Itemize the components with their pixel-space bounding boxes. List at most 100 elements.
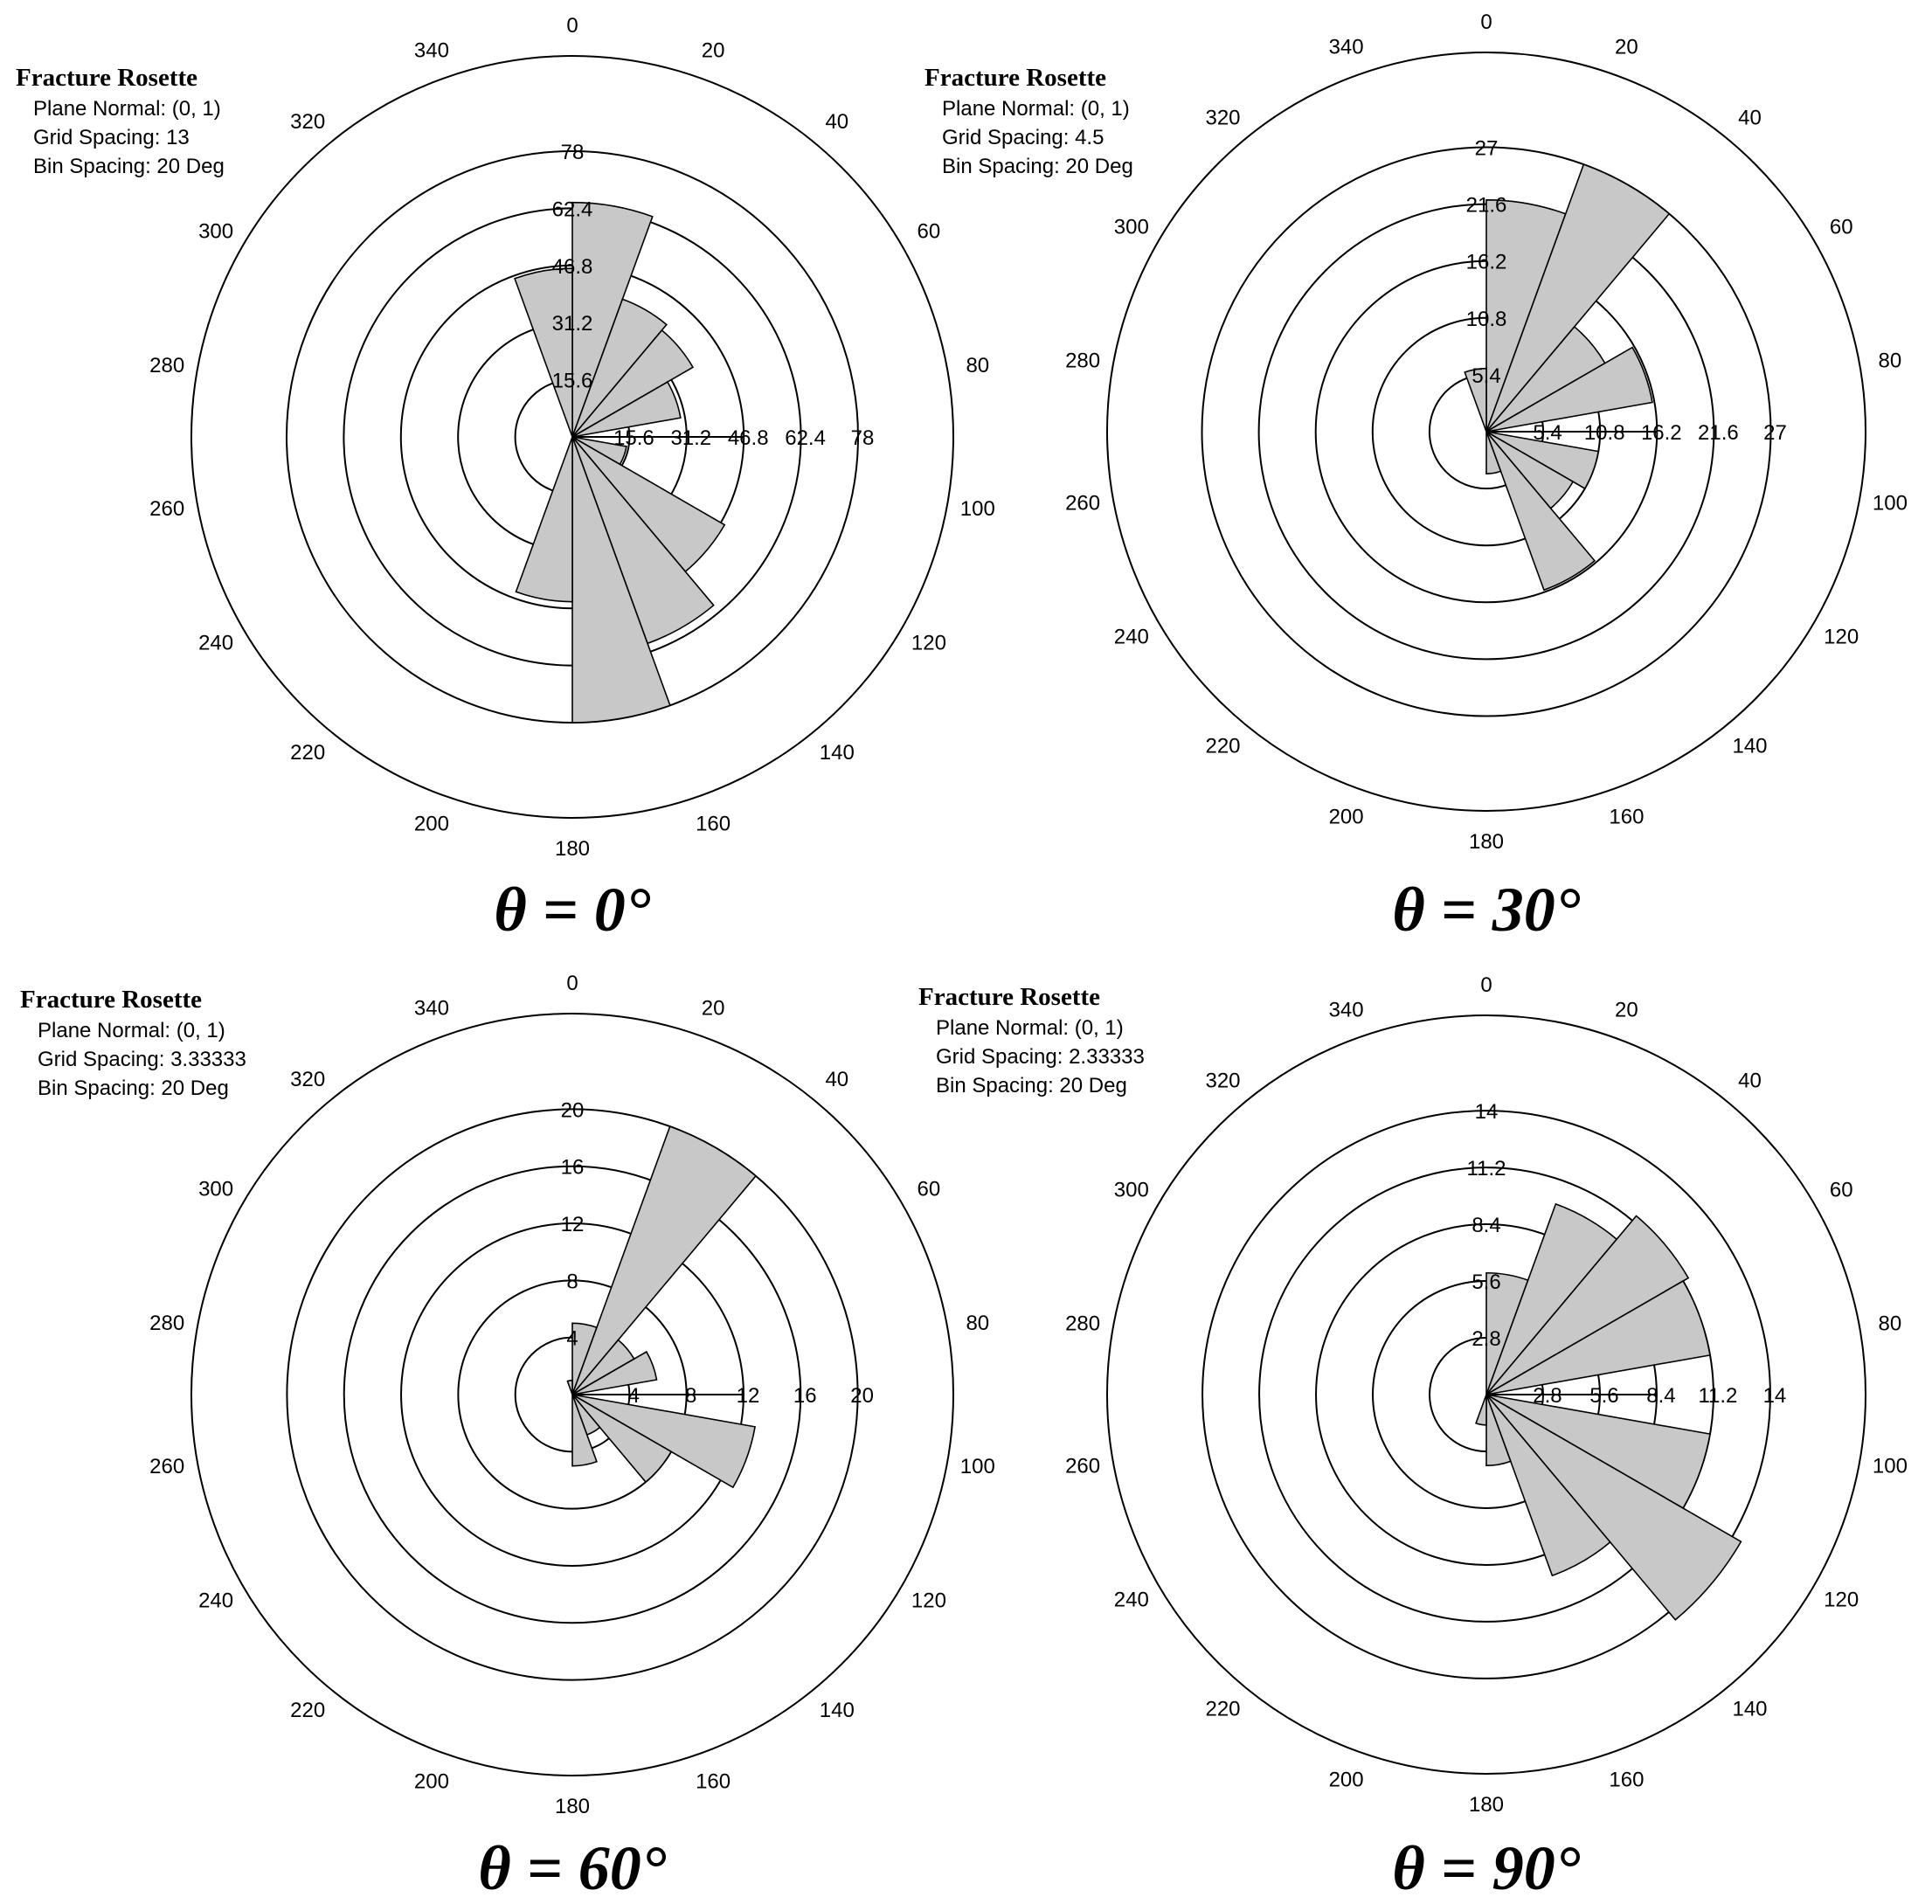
rosette-info-line: Plane Normal: (0, 1)	[33, 97, 221, 121]
angle-tick-label: 200	[414, 813, 449, 836]
rose-wedge-120-140	[1485, 1394, 1742, 1621]
angle-tick-label: 320	[1205, 107, 1240, 130]
angle-tick-label: 0	[1480, 10, 1492, 34]
angle-tick-label: 180	[1469, 830, 1504, 854]
outer-ring	[1106, 1014, 1866, 1775]
angle-tick-label: 40	[825, 110, 848, 134]
rose-wedge-20-40	[1485, 163, 1671, 433]
angle-tick-label: 300	[1114, 1179, 1149, 1202]
rose-wedge-60-80	[1485, 346, 1653, 433]
rose-wedge-340-360	[1464, 367, 1487, 433]
radial-label-horizontal: 2.8	[1533, 1384, 1562, 1408]
angle-tick-label: 20	[702, 38, 725, 62]
rose-wedge-60-80	[571, 381, 682, 438]
radial-label-horizontal: 10.8	[1584, 421, 1625, 445]
angle-tick-label: 40	[1738, 1070, 1762, 1093]
rose-wedge-20-40	[571, 298, 668, 438]
radial-label-vertical: 78	[561, 141, 585, 164]
rose-wedge-160-180	[1485, 431, 1502, 475]
rosette-panel-2: 5.4 10.8 16.2 21.6 27 5.4 10.8 16.2 21.6 27 0 20 40 6…	[924, 10, 1908, 945]
grid-ring-4	[1258, 1167, 1714, 1623]
angle-tick-label: 160	[1609, 806, 1644, 829]
angle-tick-label: 140	[1732, 734, 1767, 758]
rosette-info-line: Plane Normal: (0, 1)	[38, 1019, 225, 1042]
grid-ring-5	[1201, 146, 1772, 717]
angle-tick-label: 20	[1615, 35, 1638, 59]
radial-label-horizontal: 15.6	[613, 426, 654, 450]
angle-tick-label: 20	[702, 996, 725, 1020]
radial-label-horizontal: 20	[850, 1384, 874, 1408]
radial-label-horizontal: 27	[1763, 421, 1787, 445]
radial-label-horizontal: 16.2	[1641, 421, 1682, 445]
rosette-info-line: Bin Spacing: 20 Deg	[936, 1074, 1127, 1097]
rose-wedge-160-180	[1485, 1394, 1512, 1467]
radial-label-horizontal: 78	[851, 426, 875, 450]
angle-tick-label: 160	[1609, 1769, 1644, 1792]
angle-tick-label: 80	[966, 354, 989, 377]
angle-tick-label: 40	[1738, 107, 1762, 130]
radial-label-horizontal: 31.2	[670, 426, 711, 450]
angle-tick-label: 280	[1065, 1312, 1100, 1336]
angle-tick-label: 120	[1824, 626, 1859, 649]
rosette-info-line: Bin Spacing: 20 Deg	[38, 1077, 229, 1100]
rosette-info-line: Plane Normal: (0, 1)	[936, 1016, 1124, 1040]
angle-tick-label: 80	[1879, 1312, 1902, 1336]
rose-wedge-140-160	[1485, 431, 1596, 592]
rosette-title: Fracture Rosette	[20, 986, 202, 1014]
radial-label-vertical: 2.8	[1472, 1327, 1500, 1351]
angle-tick-label: 260	[1065, 491, 1100, 515]
angle-tick-label: 200	[1329, 1769, 1364, 1792]
angle-tick-label: 200	[1329, 806, 1364, 829]
rose-wedge-60-80	[1485, 1279, 1711, 1395]
angle-tick-label: 120	[911, 632, 946, 655]
angle-tick-label: 280	[149, 354, 184, 377]
rose-wedge-100-120	[571, 1394, 756, 1489]
radial-label-horizontal: 11.2	[1698, 1384, 1737, 1408]
angle-tick-label: 340	[414, 38, 449, 62]
radial-label-horizontal: 5.6	[1589, 1384, 1618, 1408]
radial-label-horizontal: 4	[628, 1384, 640, 1408]
radial-label-vertical: 21.6	[1466, 194, 1507, 218]
radial-label-vertical: 62.4	[552, 197, 593, 221]
angle-tick-label: 220	[1205, 1697, 1240, 1721]
rose-wedge-0-20	[571, 201, 654, 438]
rosette-title: Fracture Rosette	[924, 64, 1106, 92]
rose-wedge-180-200	[515, 436, 573, 603]
rosette-info-line: Grid Spacing: 4.5	[942, 126, 1104, 149]
rose-wedge-60-80	[571, 1350, 658, 1395]
rose-wedge-180-200	[1475, 1394, 1487, 1426]
radial-label-vertical: 15.6	[552, 370, 593, 393]
angle-tick-label: 100	[1873, 1454, 1908, 1478]
radial-label-vertical: 20	[561, 1098, 585, 1122]
radial-label-vertical: 5.4	[1472, 364, 1500, 388]
radial-label-horizontal: 46.8	[728, 426, 769, 450]
angle-tick-label: 0	[566, 14, 578, 38]
angle-tick-label: 80	[1879, 350, 1902, 373]
rosette-title: Fracture Rosette	[918, 983, 1100, 1011]
angle-tick-label: 60	[918, 220, 941, 244]
radial-label-horizontal: 12	[737, 1384, 760, 1408]
radial-label-vertical: 46.8	[552, 255, 593, 279]
panel-caption: θ = 90°	[1392, 1833, 1580, 1903]
angle-tick-label: 80	[966, 1312, 989, 1335]
rose-wedge-160-180	[571, 1394, 598, 1467]
angle-tick-label: 340	[1329, 35, 1364, 59]
rose-wedge-20-40	[571, 1125, 758, 1395]
radial-label-horizontal: 8.4	[1646, 1384, 1675, 1408]
radial-label-horizontal: 21.6	[1698, 421, 1739, 445]
rose-wedge-340-360	[514, 267, 573, 438]
radial-label-vertical: 31.2	[552, 312, 593, 336]
angle-tick-label: 160	[696, 1770, 731, 1794]
rosette-panel-1: 15.6 31.2 46.8 62.4 78 15.6 31.2 46.8 62.4 78 0 20 4…	[16, 14, 995, 945]
angle-tick-label: 320	[1205, 1070, 1240, 1093]
angle-tick-label: 220	[1205, 734, 1240, 758]
grid-ring-4	[343, 1165, 802, 1624]
angle-tick-label: 320	[290, 110, 325, 134]
radial-label-horizontal: 16	[793, 1384, 817, 1408]
rose-wedge-40-60	[571, 329, 695, 438]
radial-label-vertical: 4	[566, 1327, 578, 1351]
angle-tick-label: 340	[1329, 998, 1364, 1021]
rose-wedge-120-140	[571, 1394, 673, 1484]
